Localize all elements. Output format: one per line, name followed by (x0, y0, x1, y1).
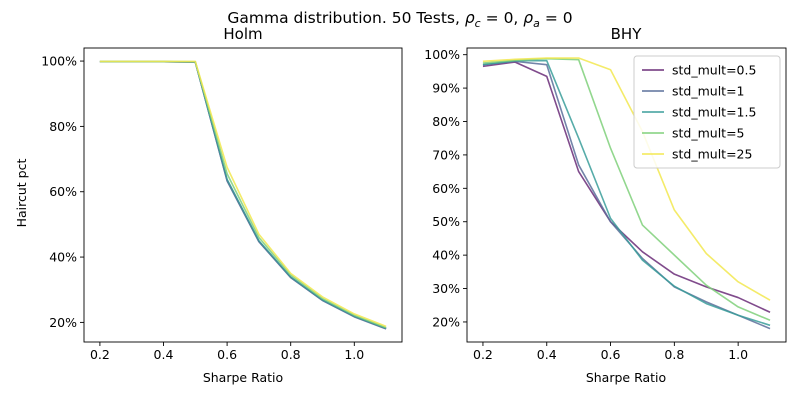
bhy-legend-label-0: std_mult=0.5 (672, 63, 756, 78)
bhy-y-tick-label: 70% (432, 147, 460, 162)
holm-y-tick-label: 100% (41, 54, 77, 69)
rho-c-symbol: ρ (465, 9, 475, 27)
bhy-title: BHY (611, 25, 643, 43)
holm-x-tick-label: 0.4 (154, 347, 174, 362)
bhy-legend-box (633, 55, 781, 169)
bhy-y-tick-label: 90% (432, 81, 460, 96)
bhy-legend-label-4: std_mult=25 (672, 147, 752, 162)
holm-axes-frame (83, 47, 403, 343)
holm-series-line-1 (99, 60, 387, 330)
holm-xlabel: Sharpe Ratio (203, 370, 283, 385)
holm-x-tick-label: 0.8 (281, 347, 301, 362)
bhy-y-tick-label: 40% (432, 248, 460, 263)
bhy-legend-label-2: std_mult=1.5 (672, 105, 756, 120)
rho-c-value: = 0, (481, 9, 524, 27)
holm-y-tick-label: 60% (49, 184, 77, 199)
holm-series-line-3 (99, 60, 387, 329)
bhy-y-tick-label: 20% (432, 314, 460, 329)
holm-panel: Holm Haircut pct Sharpe Ratio 0.2 0.4 0.6 0… (14, 25, 403, 385)
rho-c-subscript: c (475, 17, 481, 30)
bhy-x-tick-label: 0.6 (601, 347, 621, 362)
bhy-x-tick-label: 0.4 (537, 347, 557, 362)
bhy-x-tick-label: 0.2 (473, 347, 493, 362)
suptitle-prefix: Gamma distribution. 50 Tests, (227, 9, 464, 27)
holm-y-tick-label: 40% (49, 250, 77, 265)
bhy-xlabel: Sharpe Ratio (586, 370, 666, 385)
bhy-y-tick-label: 50% (432, 214, 460, 229)
bhy-series-line-3 (482, 57, 771, 322)
holm-x-tick-label: 1.0 (344, 347, 364, 362)
bhy-y-tick-label: 80% (432, 114, 460, 129)
bhy-x-tick-label: 0.8 (664, 347, 684, 362)
bhy-series-line-4 (482, 57, 771, 301)
rho-a-symbol: ρ (523, 9, 533, 27)
bhy-legend-label-3: std_mult=5 (672, 126, 745, 141)
holm-y-tick-label: 20% (49, 315, 77, 330)
bhy-axes-frame (466, 47, 787, 343)
bhy-legend: std_mult=0.5 std_mult=1 std_mult=1.5 std_mu… (633, 55, 781, 169)
holm-ylabel: Haircut pct (14, 159, 29, 228)
holm-x-tick-label: 0.6 (217, 347, 237, 362)
holm-series-line-4 (99, 60, 387, 328)
rho-a-subscript: a (533, 17, 540, 30)
figure-suptitle: Gamma distribution. 50 Tests, ρc = 0, ρa… (227, 9, 572, 30)
bhy-series-line-2 (482, 59, 771, 327)
bhy-series-line-0 (482, 61, 771, 313)
bhy-y-tick-label: 30% (432, 281, 460, 296)
holm-title: Holm (223, 25, 262, 43)
rho-a-value: = 0 (540, 9, 573, 27)
holm-x-tick-label: 0.2 (90, 347, 110, 362)
bhy-panel: BHY Sharpe Ratio 0.2 0.4 0.6 0.8 1.0 20% 30% 40… (424, 25, 787, 385)
bhy-x-tick-label: 1.0 (728, 347, 748, 362)
holm-y-tick-label: 80% (49, 119, 77, 134)
bhy-y-tick-label: 60% (432, 181, 460, 196)
holm-series-line-0 (99, 60, 387, 330)
bhy-y-tick-label: 100% (424, 47, 460, 62)
bhy-legend-label-1: std_mult=1 (672, 84, 745, 99)
holm-series-line-2 (99, 60, 387, 330)
